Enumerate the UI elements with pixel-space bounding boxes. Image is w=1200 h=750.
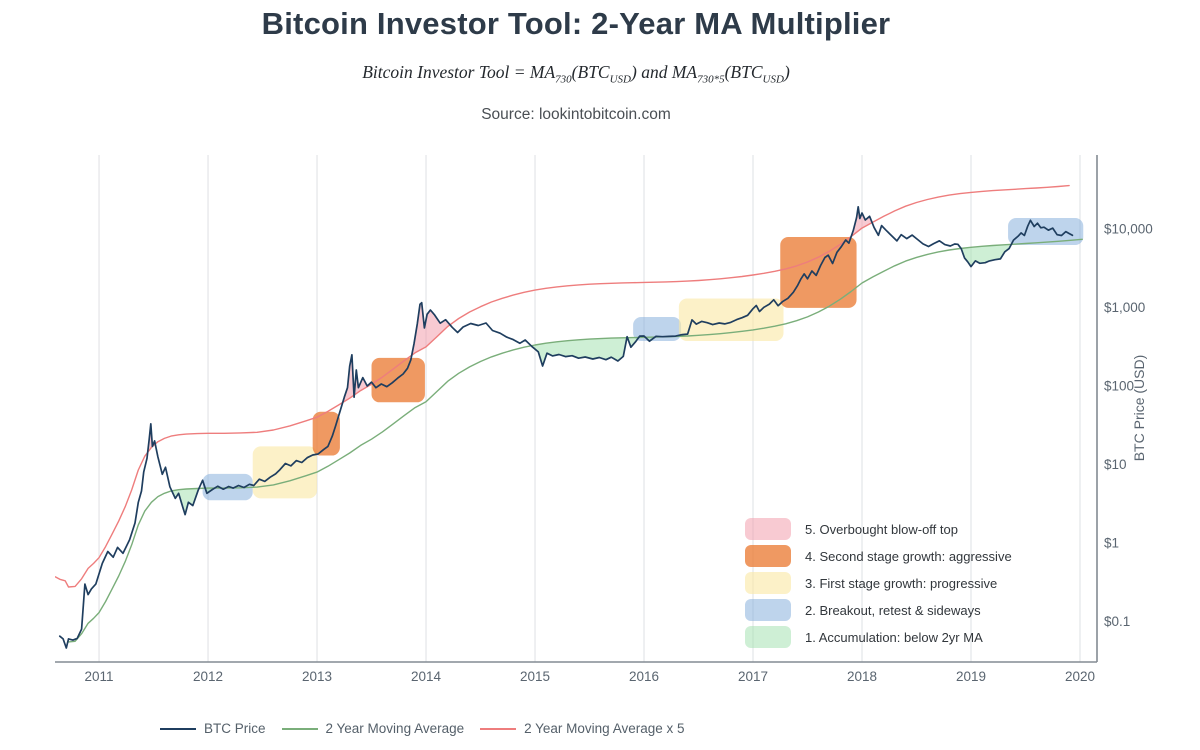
fill-accumulation: [531, 337, 627, 366]
formula-subscript: USD: [609, 73, 631, 86]
series-legend: BTC Price 2 Year Moving Average 2 Year Mov…: [160, 721, 685, 736]
zone-legend-item-3[interactable]: 3. First stage growth: progressive: [745, 572, 1012, 594]
x-tick-2015: 2015: [520, 669, 550, 684]
fill-overbought: [411, 302, 451, 356]
y-tick-10000: $10,000: [1104, 221, 1153, 236]
zone-legend: 5. Overbought blow-off top 4. Second stag…: [745, 518, 1012, 653]
zone-legend-label: 4. Second stage growth: aggressive: [805, 548, 1012, 564]
zone-legend-item-4[interactable]: 4. Second stage growth: aggressive: [745, 545, 1012, 567]
zone-aggressive: [371, 357, 425, 403]
zone-swatch: [745, 599, 791, 621]
y-axis-title: BTC Price (USD): [1131, 354, 1147, 462]
zone-legend-item-1[interactable]: 1. Accumulation: below 2yr MA: [745, 626, 1012, 648]
series-line-swatch: [480, 727, 517, 730]
fill-accumulation: [171, 488, 199, 515]
formula-subscript: USD: [762, 73, 784, 86]
zone-aggressive: [312, 411, 340, 456]
source-caption: Source: lookintobitcoin.com: [481, 106, 671, 123]
series-legend-item-1[interactable]: BTC Price: [160, 721, 266, 736]
series-legend-label: BTC Price: [204, 721, 266, 736]
fill-accumulation: [961, 244, 1012, 267]
x-tick-2020: 2020: [1065, 669, 1095, 684]
x-tick-2011: 2011: [85, 669, 114, 684]
chart-formula: Bitcoin Investor Tool = MA730(BTCUSD) an…: [362, 62, 790, 86]
zone-breakout: [1008, 218, 1084, 246]
zone-swatch: [745, 626, 791, 648]
y-tick-10: $10: [1104, 457, 1127, 472]
series-legend-item-3[interactable]: 2 Year Moving Average x 5: [480, 721, 685, 736]
x-tick-2019: 2019: [956, 669, 986, 684]
zone-legend-item-2[interactable]: 2. Breakout, retest & sideways: [745, 599, 1012, 621]
zone-swatch: [745, 545, 791, 567]
y-tick-1000: $1,000: [1104, 300, 1145, 315]
series-line-swatch: [160, 727, 196, 730]
x-tick-2016: 2016: [629, 669, 659, 684]
zone-legend-label: 1. Accumulation: below 2yr MA: [805, 629, 983, 645]
y-tick-0.1: $0.1: [1104, 614, 1130, 629]
zone-legend-item-5[interactable]: 5. Overbought blow-off top: [745, 518, 1012, 540]
plot-area[interactable]: [55, 155, 1097, 662]
fill-overbought: [342, 354, 354, 403]
formula-subscript: 730: [555, 73, 572, 86]
zone-progressive: [252, 446, 318, 499]
x-tick-2018: 2018: [847, 669, 877, 684]
series-legend-label: 2 Year Moving Average x 5: [524, 721, 685, 736]
series-legend-label: 2 Year Moving Average: [325, 721, 465, 736]
zone-swatch: [745, 572, 791, 594]
x-tick-2014: 2014: [411, 669, 442, 684]
zone-legend-label: 5. Overbought blow-off top: [805, 521, 958, 537]
line-price: [58, 205, 1074, 649]
zone-legend-label: 3. First stage growth: progressive: [805, 575, 998, 591]
fill-overbought: [354, 370, 373, 395]
series-legend-item-2[interactable]: 2 Year Moving Average: [281, 721, 465, 736]
y-tick-100: $100: [1104, 379, 1134, 394]
y-tick-1: $1: [1104, 536, 1119, 551]
zone-swatch: [745, 518, 791, 540]
zone-legend-label: 2. Breakout, retest & sideways: [805, 602, 981, 618]
x-tick-2012: 2012: [193, 669, 223, 684]
page-title: Bitcoin Investor Tool: 2-Year MA Multipl…: [261, 6, 891, 41]
x-tick-2013: 2013: [302, 669, 332, 684]
series-line-swatch: [281, 727, 318, 730]
fill-overbought: [851, 206, 873, 237]
x-tick-2017: 2017: [738, 669, 768, 684]
formula-subscript: 730*5: [697, 73, 725, 86]
zone-breakout: [633, 316, 682, 342]
